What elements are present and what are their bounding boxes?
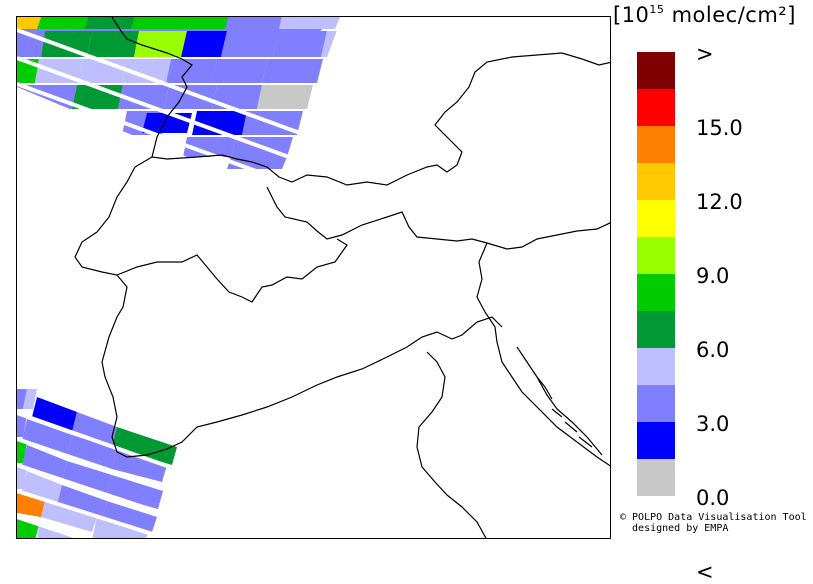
- colorbar-swatch: [637, 385, 675, 422]
- colorbar-tick-label: 3.0: [696, 412, 730, 436]
- colorbar-swatch: [637, 52, 675, 89]
- map-borders: [74, 17, 610, 538]
- colorbar: [637, 52, 675, 496]
- colorbar-swatch: [637, 163, 675, 200]
- colorbar-tick-label: 9.0: [696, 264, 730, 288]
- colorbar-tick-label: 6.0: [696, 338, 730, 362]
- colorbar-tick-label: 15.0: [696, 116, 743, 140]
- colorbar-swatch: [637, 200, 675, 237]
- colorbar-swatch: [637, 126, 675, 163]
- colorbar-tick-label: <: [696, 560, 714, 584]
- colorbar-swatch: [637, 237, 675, 274]
- colorbar-tick-label: >: [696, 42, 714, 66]
- colorbar-swatch: [637, 459, 675, 496]
- colorbar-tick-label: 0.0: [696, 486, 730, 510]
- colorbar-swatch: [637, 422, 675, 459]
- map-panel: [16, 16, 611, 539]
- colorbar-swatch: [637, 89, 675, 126]
- colorbar-swatch: [637, 274, 675, 311]
- colorbar-swatch: [637, 311, 675, 348]
- colorbar-unit-label: [1015 molec/cm²]: [613, 3, 796, 27]
- map-canvas: [17, 17, 610, 538]
- satellite-swath-north: [17, 17, 610, 538]
- credit-text: © POLPO Data Visualisation Tool designed…: [620, 512, 807, 534]
- colorbar-tick-label: 12.0: [696, 190, 743, 214]
- satellite-swath-south: [17, 389, 188, 538]
- colorbar-swatch: [637, 348, 675, 385]
